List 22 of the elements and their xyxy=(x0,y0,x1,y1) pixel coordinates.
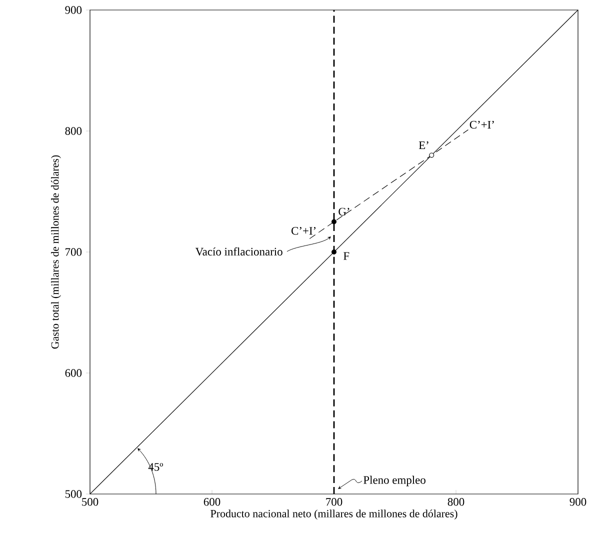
annotation: C’+I’ xyxy=(292,226,316,235)
y-tick-label: 500 xyxy=(65,490,82,498)
point xyxy=(332,219,336,224)
point xyxy=(429,152,434,158)
x-tick-label: 900 xyxy=(570,498,586,506)
x-tick-label: 500 xyxy=(82,498,98,506)
annotation: F xyxy=(344,252,350,260)
x-axis-title: Producto nacional neto (millares de millones de dólares) xyxy=(210,510,458,520)
y-tick-label: 800 xyxy=(65,127,82,135)
y-tick-label: 700 xyxy=(66,248,82,256)
y-tick-label: 600 xyxy=(65,369,82,377)
annotation: G’ xyxy=(338,208,350,216)
annotation: Vacío inflacionario xyxy=(195,247,282,256)
y-axis-title: Gasto total (millares de millones de dólares) xyxy=(51,155,61,349)
x-tick-label: 600 xyxy=(204,498,220,506)
x-tick-label: 800 xyxy=(448,498,464,506)
annotation: 45º xyxy=(148,463,163,471)
ref-line-label: Pleno empleo xyxy=(364,476,426,486)
annotation: E’ xyxy=(418,141,428,150)
x-tick-label: 700 xyxy=(326,498,342,506)
series-label: C’+I’ xyxy=(470,120,494,129)
y-tick-label: 900 xyxy=(65,6,82,14)
